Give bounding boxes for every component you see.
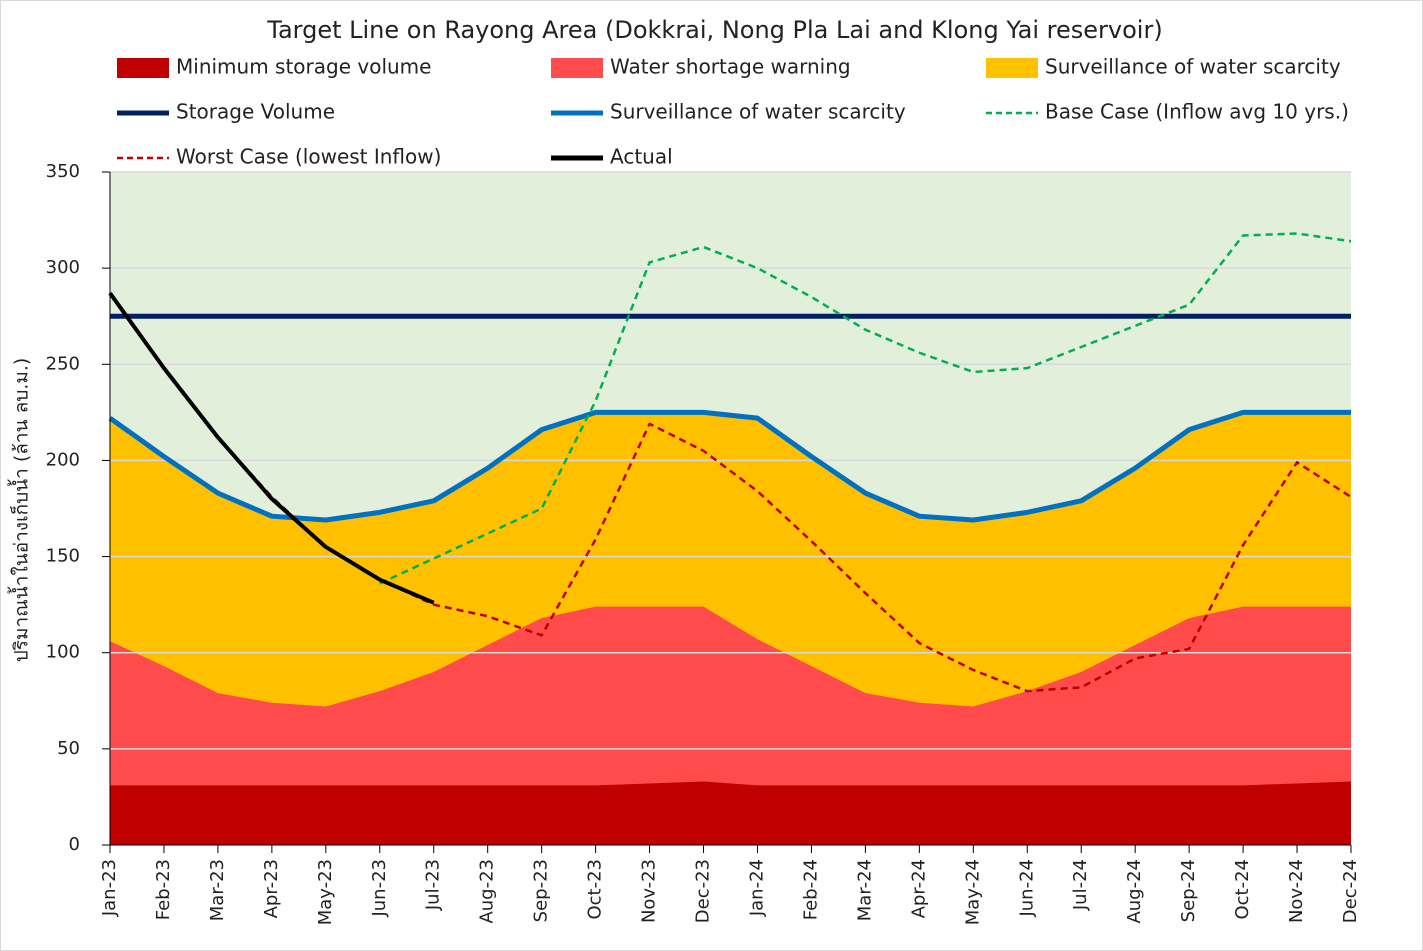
x-tick-label: Apr-23	[261, 859, 282, 918]
x-tick-label: Jul-24	[1070, 859, 1091, 911]
x-tick-label: Jan-23	[99, 859, 120, 917]
legend-swatch	[986, 58, 1038, 78]
x-tick-label: Jun-24	[1016, 859, 1037, 918]
x-tick-label: May-23	[315, 859, 336, 925]
x-tick-label: Mar-23	[207, 859, 228, 921]
series-line	[379, 232, 1352, 585]
x-tick-label: Dec-23	[693, 859, 714, 923]
y-tick-label: 350	[46, 161, 80, 182]
area	[110, 781, 1351, 845]
legend-label: Surveillance of water scarcity	[610, 100, 906, 124]
x-tick-label: Jan-24	[746, 859, 767, 917]
legend-label: Base Case (Inflow avg 10 yrs.)	[1045, 100, 1349, 124]
series-line	[108, 292, 1352, 693]
legend-label: Storage Volume	[176, 100, 335, 124]
series-line	[108, 409, 1351, 523]
x-tick-label: Mar-24	[854, 859, 875, 921]
y-tick-label: 150	[46, 546, 80, 567]
x-tick-label: Aug-24	[1124, 859, 1145, 924]
x-tick-label: Oct-24	[1232, 859, 1253, 920]
y-tick-label: 200	[46, 449, 80, 470]
x-tick-label: Feb-24	[800, 859, 821, 920]
legend-label: Minimum storage volume	[176, 55, 431, 79]
x-tick-label: Jul-23	[423, 859, 444, 911]
x-tick-label: Oct-23	[585, 859, 606, 920]
legend-swatch	[551, 58, 603, 78]
y-tick-label: 250	[46, 353, 80, 374]
x-tick-label: Feb-23	[153, 859, 174, 920]
y-axis-label: ปริมาณน้ำในอ่างเก็บน้ำ (ล้าน ลบ.ม.)	[8, 358, 33, 663]
y-tick-label: 100	[46, 642, 80, 663]
x-tick-label: Nov-24	[1286, 859, 1307, 923]
y-tick-label: 300	[46, 257, 80, 278]
x-tick-label: Apr-24	[908, 859, 929, 918]
x-tick-label: Aug-23	[477, 859, 498, 924]
chart-title: Target Line on Rayong Area (Dokkrai, Non…	[266, 16, 1162, 44]
x-tick-label: May-24	[962, 859, 983, 925]
x-tick-label: Sep-24	[1178, 859, 1199, 922]
legend-swatch	[117, 58, 169, 78]
series-line	[108, 291, 435, 605]
y-tick-label: 50	[57, 738, 80, 759]
legend-label: Actual	[610, 145, 673, 169]
x-tick-label: Sep-23	[531, 859, 552, 922]
y-tick-label: 0	[69, 834, 80, 855]
legend-label: Surveillance of water scarcity	[1045, 55, 1341, 79]
legend-label: Worst Case (lowest Inflow)	[176, 145, 441, 169]
x-tick-label: Jun-23	[369, 859, 390, 918]
x-tick-label: Dec-24	[1340, 859, 1361, 923]
x-tick-label: Nov-23	[639, 859, 660, 923]
legend-label: Water shortage warning	[610, 55, 851, 79]
